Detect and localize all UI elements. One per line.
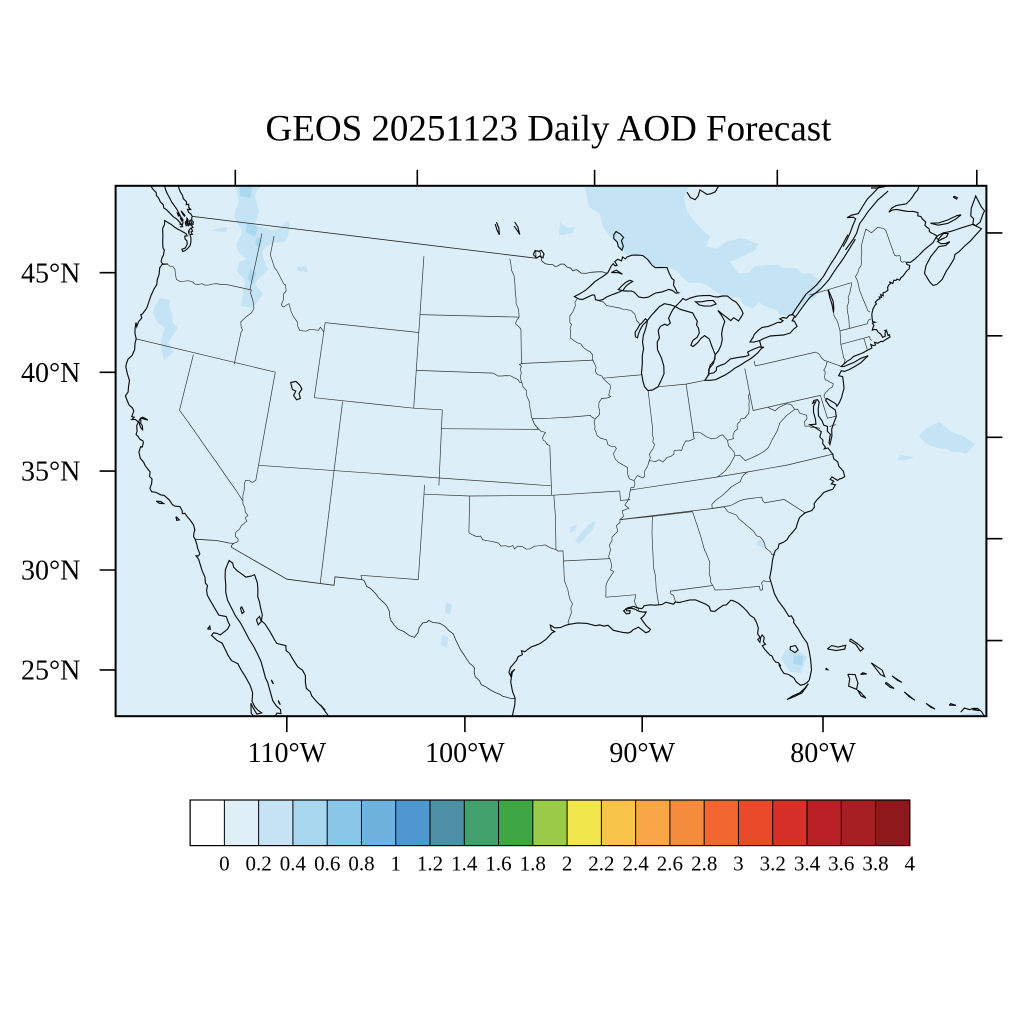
svg-text:3.6: 3.6	[828, 851, 854, 875]
svg-text:GEOS 20251123 Daily AOD Foreca: GEOS 20251123 Daily AOD Forecast	[266, 109, 833, 150]
svg-text:30°N: 30°N	[21, 556, 80, 587]
svg-text:1.6: 1.6	[485, 851, 511, 875]
svg-text:25°N: 25°N	[21, 656, 80, 687]
svg-text:2.6: 2.6	[657, 851, 683, 875]
svg-text:1: 1	[390, 851, 401, 875]
svg-text:2.8: 2.8	[691, 851, 717, 875]
svg-text:0.4: 0.4	[280, 851, 307, 875]
svg-text:1.2: 1.2	[417, 851, 443, 875]
svg-text:4: 4	[905, 851, 916, 875]
svg-text:0.8: 0.8	[348, 851, 374, 875]
svg-text:2.2: 2.2	[588, 851, 614, 875]
svg-text:80°W: 80°W	[790, 738, 856, 769]
svg-text:110°W: 110°W	[248, 738, 327, 769]
svg-text:90°W: 90°W	[609, 738, 675, 769]
svg-text:3: 3	[733, 851, 744, 875]
svg-text:100°W: 100°W	[425, 738, 505, 769]
svg-text:45°N: 45°N	[21, 258, 80, 289]
svg-text:40°N: 40°N	[21, 358, 80, 389]
svg-text:3.4: 3.4	[794, 851, 821, 875]
svg-text:3.2: 3.2	[760, 851, 786, 875]
svg-text:2.4: 2.4	[622, 851, 649, 875]
svg-text:0: 0	[219, 851, 230, 875]
svg-text:3.8: 3.8	[862, 851, 888, 875]
svg-text:1.8: 1.8	[520, 851, 546, 875]
svg-text:1.4: 1.4	[451, 851, 478, 875]
svg-text:0.2: 0.2	[245, 851, 271, 875]
svg-text:0.6: 0.6	[314, 851, 340, 875]
svg-text:2: 2	[562, 851, 573, 875]
svg-text:35°N: 35°N	[21, 457, 80, 488]
